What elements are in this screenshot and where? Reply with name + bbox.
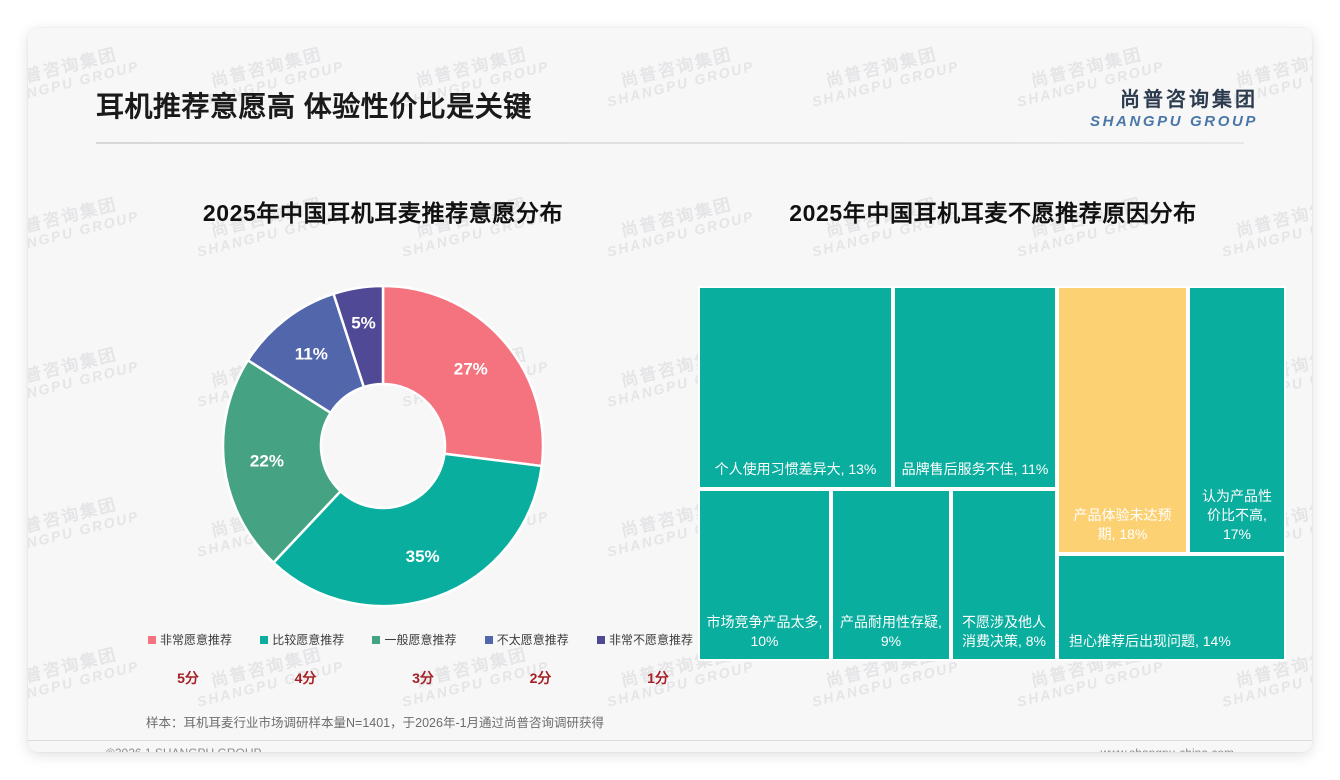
slide-canvas: 尚普咨询集团 SHANGPU GROUP 尚普咨询集团 SHANGPU GROUP 尚普… bbox=[28, 28, 1312, 752]
treemap-cell[interactable]: 认为产品性价比不高, 17% bbox=[1187, 286, 1286, 555]
legend-item-label: 一般愿意推荐 bbox=[384, 633, 457, 647]
legend-item[interactable]: 不太愿意推荐 bbox=[484, 631, 569, 648]
donut-slice[interactable] bbox=[381, 284, 545, 468]
right-chart-title: 2025年中国耳机耳麦不愿推荐原因分布 bbox=[789, 200, 1197, 226]
header-divider bbox=[96, 142, 1244, 144]
donut-slice-label: 5% bbox=[351, 314, 376, 333]
page-title: 耳机推荐意愿高 体验性价比是关键 bbox=[96, 91, 532, 122]
score-label: 4分 bbox=[294, 670, 317, 686]
legend-item-label: 非常愿意推荐 bbox=[160, 633, 233, 647]
treemap-cell[interactable]: 品牌售后服务不佳, 11% bbox=[892, 286, 1057, 489]
footer-copyright: ©2026.1 SHANGPU GROUP bbox=[106, 746, 262, 752]
legend-swatch-icon bbox=[260, 635, 269, 644]
legend-swatch-icon bbox=[484, 635, 493, 644]
legend-item-label: 非常不愿意推荐 bbox=[608, 633, 693, 647]
donut-slice-label: 22% bbox=[250, 452, 284, 471]
donut-chart-svg: 27% 35% 22% 11% 5% bbox=[221, 284, 545, 608]
footer-divider bbox=[28, 740, 1312, 741]
legend-item-label: 比较愿意推荐 bbox=[272, 633, 345, 647]
legend-item[interactable]: 非常愿意推荐 bbox=[148, 631, 232, 648]
treemap-cell[interactable]: 产品耐用性存疑, 9% bbox=[831, 488, 951, 661]
sample-footnote: 样本：耳机耳麦行业市场调研样本量N=1401，于2026年-1月通过尚普咨询调研… bbox=[146, 716, 605, 730]
legend-item[interactable]: 一般愿意推荐 bbox=[372, 631, 456, 648]
legend-item[interactable]: 非常不愿意推荐 bbox=[596, 631, 693, 648]
donut-slice-label: 35% bbox=[406, 547, 440, 566]
donut-slice-label: 11% bbox=[295, 345, 328, 364]
logo-text-cn: 尚普咨询集团 bbox=[1120, 89, 1258, 111]
brand-logo: 尚普咨询集团 SHANGPU GROUP bbox=[1090, 83, 1258, 130]
score-scale: 5分 4分 3分 2分 1分 bbox=[158, 668, 688, 688]
legend-item-label: 不太愿意推荐 bbox=[496, 633, 569, 647]
score-label: 3分 bbox=[412, 670, 434, 686]
left-chart-title: 2025年中国耳机耳麦推荐意愿分布 bbox=[202, 200, 564, 226]
legend-item[interactable]: 比较愿意推荐 bbox=[260, 631, 344, 648]
treemap-cell[interactable]: 产品体验未达预期, 18% bbox=[1056, 286, 1188, 555]
score-label: 2分 bbox=[529, 670, 552, 686]
treemap-cell[interactable]: 市场竞争产品太多, 10% bbox=[698, 488, 831, 661]
donut-slice-label: 27% bbox=[454, 360, 488, 379]
footer-website: www.shangpu-china.com bbox=[1101, 746, 1234, 752]
slide-header: 耳机推荐意愿高 体验性价比是关键 尚普咨询集团 SHANGPU GROUP bbox=[28, 28, 1312, 144]
treemap-chart: 个人使用习惯差异大, 13% 品牌售后服务不佳, 11% 市场竞争产品太多, 10%… bbox=[698, 286, 1286, 661]
score-label: 5分 bbox=[177, 670, 199, 686]
treemap-cell[interactable]: 个人使用习惯差异大, 13% bbox=[698, 286, 893, 489]
treemap-cell[interactable]: 担心推荐后出现问题, 14% bbox=[1056, 554, 1286, 661]
treemap-cell[interactable]: 不愿涉及他人消费决策, 8% bbox=[951, 488, 1057, 661]
logo-text-en: SHANGPU GROUP bbox=[1090, 113, 1258, 130]
legend-swatch-icon bbox=[372, 635, 381, 644]
donut-slice[interactable] bbox=[221, 358, 343, 565]
score-label: 1分 bbox=[647, 670, 669, 686]
donut-chart: 27% 35% 22% 11% 5% bbox=[208, 271, 558, 621]
donut-slice[interactable] bbox=[331, 284, 385, 389]
donut-legend: 非常愿意推荐 比较愿意推荐 一般愿意推荐 不太愿意推荐 非常不愿意推荐 bbox=[148, 631, 693, 648]
legend-swatch-icon bbox=[596, 635, 605, 644]
legend-swatch-icon bbox=[148, 635, 156, 644]
